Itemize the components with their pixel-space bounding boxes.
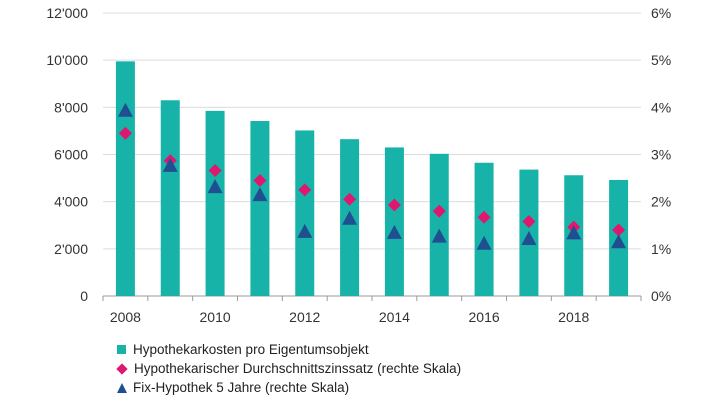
diamond-marker [477,210,491,224]
legend-item-diamond: Hypothekarischer Durchschnittszinssatz (… [116,359,462,378]
triangle-marker [162,157,178,172]
triangle-marker [117,102,133,117]
diamond-marker [387,198,401,212]
bar [429,153,449,296]
legend-swatch-diamond [116,362,128,375]
diamond-marker [208,164,222,178]
bar [115,61,135,297]
y-right-tick-label: 1% [651,241,671,257]
gridlines [102,12,642,301]
triangle-marker [521,231,537,245]
x-tick-label: 2018 [558,309,589,325]
legend-item-triangle: Fix-Hypothek 5 Jahre (rechte Skala) [117,378,461,397]
y-left-tick-label: 2'000 [54,241,88,257]
triangle-marker [386,224,402,239]
triangle-marker [431,228,447,243]
triangle-marker [297,223,313,238]
y-right-tick-label: 6% [651,5,671,21]
x-tick-label: 2012 [289,309,320,325]
triangle-marker [611,234,627,249]
bar [205,110,225,296]
y-right-tick-label: 3% [651,147,671,163]
triangle-marker [342,210,358,225]
diamond-marker [343,192,357,206]
x-tick-label: 2008 [110,309,141,325]
diamond-marker [432,204,446,218]
y-right-tick-label: 5% [651,52,671,68]
legend-swatch-triangle [117,382,127,393]
diamond-marker [253,173,267,187]
legend-item-bars: Hypothekarkosten pro Eigentumsobjekt [117,340,461,359]
triangle-marker [566,225,582,240]
diamond-marker [522,214,536,228]
marker-series [117,102,627,250]
y-right-tick-label: 0% [651,288,671,304]
bar [250,121,270,297]
legend: Hypothekarkosten pro Eigentumsobjekt Hyp… [116,340,462,397]
bar [295,130,315,296]
x-tick-label: 2014 [379,309,410,325]
y-left-tick-label: 8'000 [54,99,88,115]
y-left-tick-label: 12'000 [46,5,88,21]
bar [160,100,180,296]
y-left-tick-label: 0 [80,288,88,304]
legend-label: Hypothekarischer Durchschnittszinssatz (… [134,361,462,376]
diamond-marker [118,126,132,140]
bar [474,162,494,296]
y-right-tick-label: 2% [651,194,671,210]
legend-swatch-bar [117,345,126,354]
legend-label: Fix-Hypothek 5 Jahre (rechte Skala) [133,380,350,395]
legend-label: Hypothekarkosten pro Eigentumsobjekt [133,342,369,357]
y-left-tick-label: 6'000 [54,147,88,163]
chart: 0 0% 2'000 1% 4'000 2% 6'000 3% 8'000 4% 10'000 5% 1… [46,5,671,325]
y-left-tick-label: 4'000 [54,194,88,210]
triangle-marker [252,187,268,202]
diamond-marker [612,223,626,237]
x-tick-label: 2016 [469,309,500,325]
diamond-marker [298,183,312,197]
y-right-tick-label: 4% [651,99,671,115]
bar [384,147,404,296]
axis-labels: 0 0% 2'000 1% 4'000 2% 6'000 3% 8'000 4% 10'000 5% 1… [46,5,671,325]
x-tick-label: 2010 [200,309,231,325]
triangle-marker [476,235,492,250]
y-left-tick-label: 10'000 [46,52,88,68]
bar-series [115,61,629,297]
triangle-marker [207,179,223,194]
